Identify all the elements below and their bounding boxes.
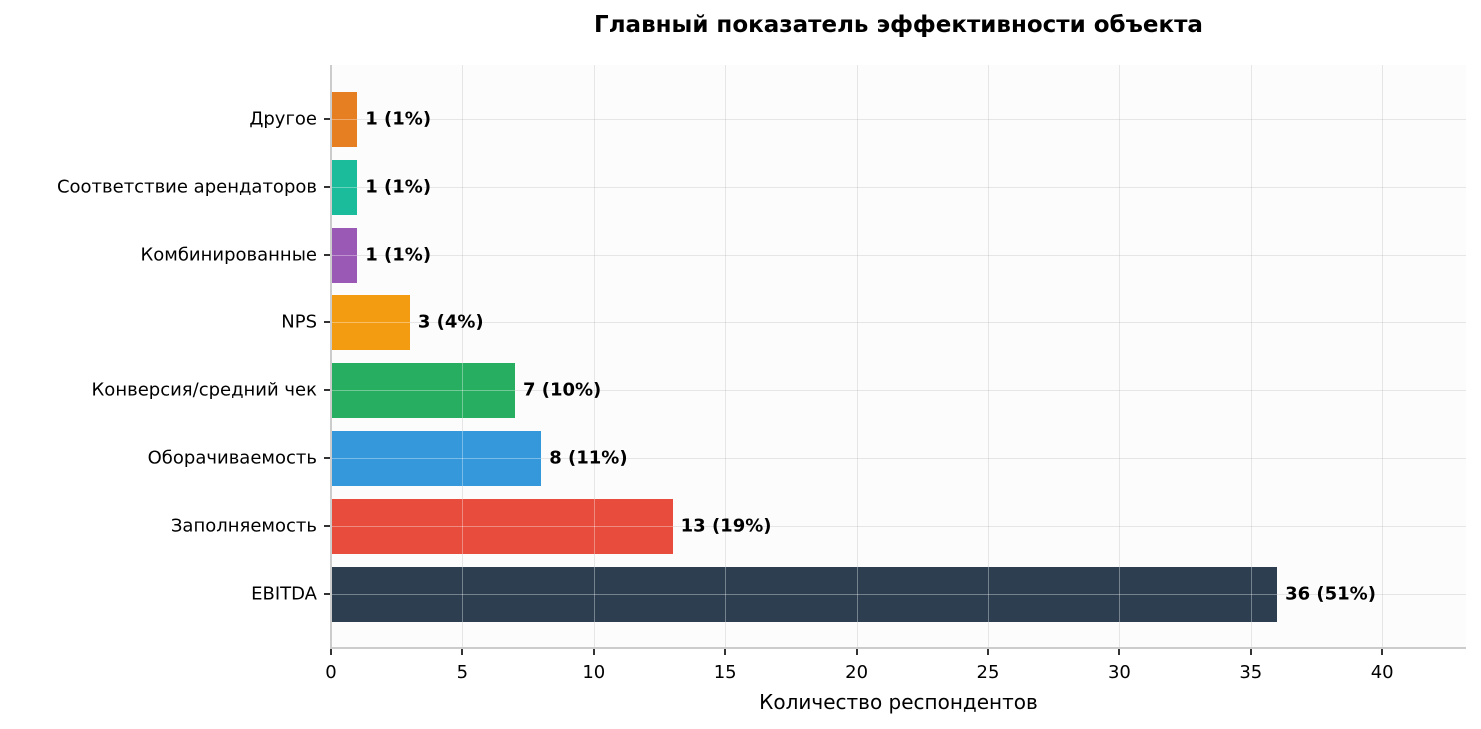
grid-line-horizontal	[331, 526, 1466, 528]
y-tick-label: Конверсия/средний чек	[91, 379, 317, 401]
chart-title: Главный показатель эффективности объекта	[594, 12, 1203, 38]
grid-line-vertical	[462, 65, 464, 648]
x-tick-label: 25	[976, 662, 1000, 683]
y-tick	[324, 593, 330, 595]
y-tick	[324, 185, 330, 188]
grid-line-horizontal	[331, 118, 1466, 120]
grid-line-vertical	[1382, 65, 1384, 648]
bar-value-label: 13 (19%)	[680, 515, 772, 537]
x-tick-label: 40	[1370, 662, 1394, 683]
grid-line-vertical	[593, 65, 595, 648]
bar-value-label: 1 (1%)	[365, 108, 432, 130]
y-tick-label: Оборачиваемость	[147, 447, 317, 469]
y-tick-label: NPS	[281, 311, 317, 333]
bar	[331, 431, 542, 487]
grid-line-vertical	[1119, 65, 1121, 648]
x-tick-label: 10	[582, 662, 606, 683]
bar	[331, 91, 358, 147]
bar	[331, 499, 673, 555]
grid-line-horizontal	[331, 322, 1466, 324]
bar-value-label: 1 (1%)	[365, 176, 432, 198]
x-tick	[461, 649, 464, 655]
y-tick-label: EBITDA	[251, 583, 317, 605]
grid-line-horizontal	[331, 458, 1466, 460]
x-tick	[1249, 649, 1252, 655]
x-tick	[592, 649, 595, 655]
x-tick	[724, 649, 727, 655]
y-axis-spine	[330, 65, 332, 649]
x-tick-label: 15	[713, 662, 737, 683]
y-tick-label: Заполняемость	[170, 515, 317, 537]
x-tick	[330, 649, 332, 655]
grid-line-vertical	[988, 65, 989, 648]
grid-line-vertical	[856, 65, 858, 648]
x-tick	[1118, 649, 1121, 655]
x-tick-label: 0	[325, 662, 337, 683]
x-tick-label: 30	[1107, 662, 1131, 683]
y-tick	[324, 457, 330, 460]
bar	[331, 295, 410, 351]
y-tick	[324, 321, 330, 324]
grid-line-horizontal	[331, 390, 1466, 392]
x-tick	[855, 649, 858, 655]
bar	[331, 567, 1278, 622]
bar-value-label: 8 (11%)	[549, 447, 628, 469]
grid-line-horizontal	[331, 254, 1466, 256]
bar	[331, 227, 358, 283]
x-tick-label: 20	[845, 662, 869, 683]
x-axis-label: Количество респондентов	[759, 690, 1038, 714]
bar-value-label: 36 (51%)	[1285, 583, 1376, 605]
x-tick-label: 5	[456, 662, 469, 683]
y-tick	[324, 525, 330, 528]
bar-value-label: 7 (10%)	[522, 379, 602, 401]
y-tick-label: Комбинированные	[140, 244, 317, 265]
x-tick	[987, 649, 989, 655]
grid-line-horizontal	[331, 186, 1466, 188]
grid-line-vertical	[725, 65, 727, 648]
bar	[331, 159, 358, 215]
bar-value-label: 1 (1%)	[365, 244, 432, 265]
x-axis-spine	[330, 647, 1466, 649]
y-tick-label: Соответствие арендаторов	[56, 176, 317, 198]
grid-line-vertical	[1250, 65, 1252, 648]
y-tick	[324, 253, 330, 256]
bar-value-label: 3 (4%)	[417, 311, 484, 333]
plot-area: 36 (51%) 13 (19%) 8 (11%) 7 (10%) 3 (4%) 1 (1…	[331, 65, 1466, 648]
x-tick-label: 35	[1239, 662, 1263, 683]
y-tick	[324, 117, 330, 120]
y-tick	[324, 389, 330, 392]
y-tick-label: Другое	[249, 108, 317, 130]
bar	[331, 363, 515, 419]
x-tick	[1381, 649, 1384, 655]
